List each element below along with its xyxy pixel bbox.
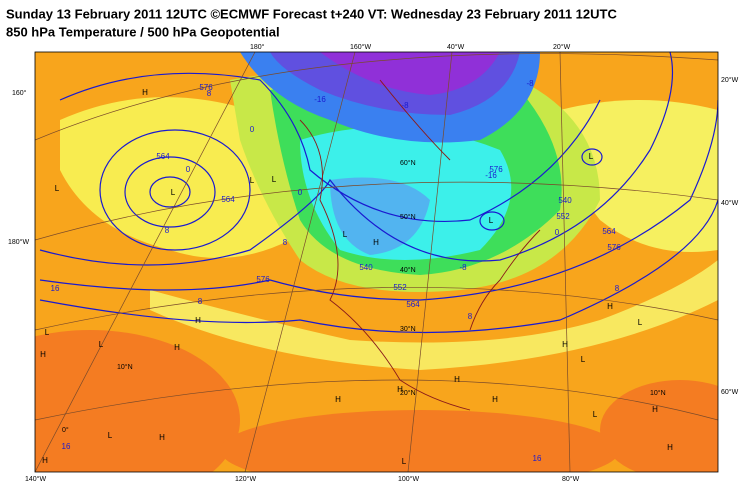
contour-label: 8	[207, 89, 212, 98]
contour-label: 0	[186, 165, 191, 174]
pressure-marker: L	[99, 340, 104, 349]
pressure-marker: L	[171, 188, 176, 197]
pressure-marker: L	[593, 410, 598, 419]
contour-label: 16	[51, 284, 60, 293]
contour-label: 8	[615, 284, 620, 293]
pressure-marker: H	[42, 456, 48, 465]
contour-label: 8	[198, 297, 203, 306]
longitude-label: 40°W	[721, 199, 739, 207]
contour-label: 552	[393, 283, 407, 292]
pressure-marker: H	[159, 433, 165, 442]
longitude-label: 140°W	[25, 475, 46, 483]
pressure-marker: L	[343, 230, 348, 239]
latitude-label: 60°N	[400, 159, 416, 167]
latitude-label: 30°N	[400, 325, 416, 333]
contour-label: -16	[485, 171, 497, 180]
pressure-marker: H	[652, 405, 658, 414]
contour-label: 8	[283, 238, 288, 247]
longitude-label: 120°W	[235, 475, 256, 483]
pressure-marker: L	[55, 184, 60, 193]
contour-label: 8	[165, 226, 170, 235]
contour-label: 564	[156, 152, 170, 161]
pressure-marker: H	[174, 343, 180, 352]
contour-label: 16	[62, 442, 71, 451]
latitude-label: 10°N	[650, 389, 666, 397]
pressure-marker: H	[492, 395, 498, 404]
contour-label: 0	[555, 228, 560, 237]
longitude-label: 80°W	[562, 475, 580, 483]
pressure-marker: L	[581, 355, 586, 364]
pressure-marker: L	[108, 431, 113, 440]
contour-label: 564	[406, 300, 420, 309]
contour-label: 576	[607, 243, 621, 252]
pressure-marker: L	[638, 318, 643, 327]
latitude-label: 50°N	[400, 213, 416, 221]
longitude-label: 180°	[250, 43, 265, 51]
pressure-marker: L	[402, 457, 407, 466]
pressure-marker: L	[272, 175, 277, 184]
pressure-marker: H	[40, 350, 46, 359]
pressure-marker: H	[373, 238, 379, 247]
pressure-marker: L	[45, 328, 50, 337]
contour-label: 564	[221, 195, 235, 204]
pressure-marker: H	[607, 302, 613, 311]
pressure-marker: H	[195, 316, 201, 325]
longitude-label: 100°W	[398, 475, 419, 483]
contour-label: -8	[526, 79, 534, 88]
map-frame	[34, 51, 719, 473]
contour-label: 564	[602, 227, 616, 236]
title: Sunday 13 February 2011 12UTC ©ECMWF For…	[6, 6, 617, 21]
contour-label: 540	[558, 196, 572, 205]
pressure-marker: H	[562, 340, 568, 349]
contour-label: 540	[359, 263, 373, 272]
pressure-marker: H	[667, 443, 673, 452]
contour-label: -16	[314, 95, 326, 104]
contour-label: 0	[298, 188, 303, 197]
pressure-marker: H	[454, 375, 460, 384]
pressure-marker: L	[489, 216, 494, 225]
subtitle: 850 hPa Temperature / 500 hPa Geopotenti…	[6, 24, 280, 39]
longitude-label: 180°W	[8, 238, 29, 246]
longitude-label: 160°	[12, 89, 27, 97]
longitude-label: 40°W	[447, 43, 465, 51]
pressure-marker: H	[397, 385, 403, 394]
contour-label: 576	[199, 83, 213, 92]
contour-label: -8	[401, 101, 409, 110]
pressure-marker: L	[589, 152, 594, 161]
latitude-label: 10°N	[117, 363, 133, 371]
longitude-label: 20°W	[553, 43, 571, 51]
pressure-marker: L	[250, 176, 255, 185]
contour-label: 552	[556, 212, 570, 221]
contour-label: 0	[250, 125, 255, 134]
latitude-label: 20°N	[400, 389, 416, 397]
latitude-label: 40°N	[400, 266, 416, 274]
pressure-marker: H	[335, 395, 341, 404]
contour-label: 8	[468, 312, 473, 321]
contour-label: 576	[489, 165, 503, 174]
contour-label: -8	[459, 263, 467, 272]
contour-label: 16	[533, 454, 542, 463]
pressure-marker: H	[142, 88, 148, 97]
longitude-label: 160°W	[350, 43, 371, 51]
contour-label: 576	[256, 275, 270, 284]
longitude-label: 60°W	[721, 388, 739, 396]
map-field	[35, 52, 718, 472]
longitude-label: 20°W	[721, 76, 739, 84]
latitude-label: 0°	[62, 426, 69, 434]
